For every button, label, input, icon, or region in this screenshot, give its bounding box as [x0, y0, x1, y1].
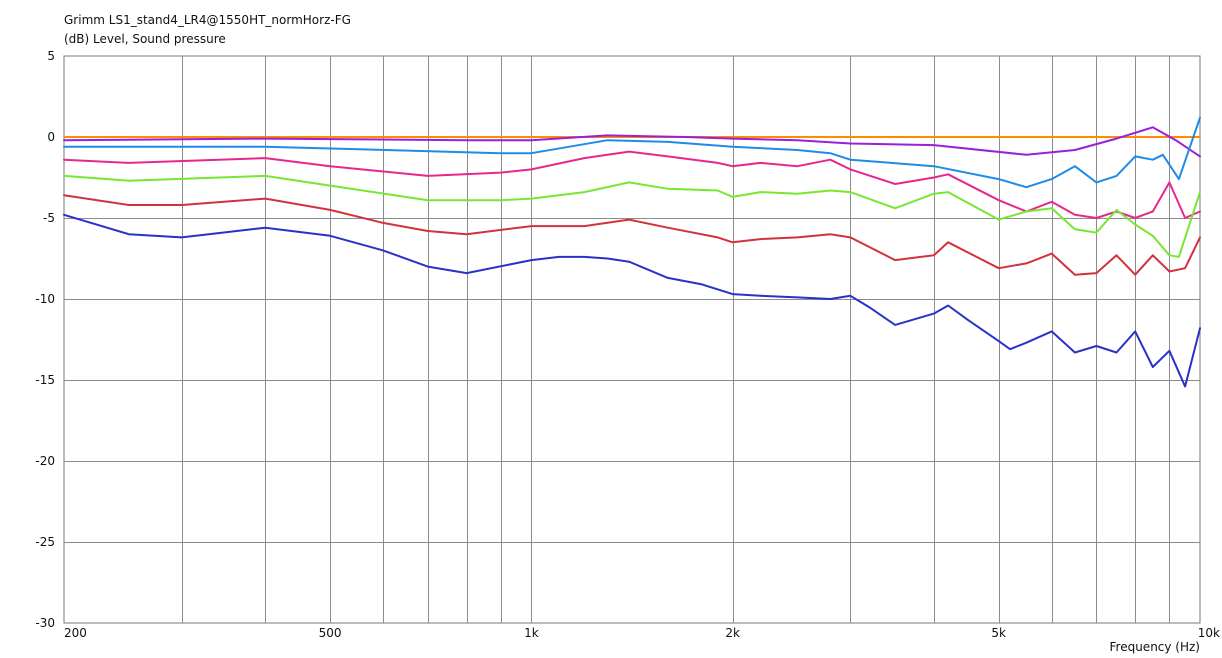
y-tick-label: -10 [35, 292, 55, 306]
y-tick-label: -20 [35, 454, 55, 468]
x-tick-label: 5k [991, 626, 1006, 640]
series-line-2 [63, 126, 1201, 158]
series-line-5 [63, 174, 1201, 258]
plot-area [63, 55, 1201, 624]
series-line-7 [63, 213, 1201, 388]
chart-title: Grimm LS1_stand4_LR4@1550HT_normHorz-FG [64, 13, 351, 27]
y-axis-label: (dB) Level, Sound pressure [64, 32, 226, 46]
tick-labels: 5 0 -5 -10 -15 -20 -25 -30 200 500 1k 2k 5k 10k [35, 49, 1220, 640]
x-tick-label: 1k [524, 626, 539, 640]
y-tick-label: 0 [47, 130, 55, 144]
x-tick-label: 2k [725, 626, 740, 640]
grid [64, 56, 1200, 623]
x-tick-label: 200 [64, 626, 87, 640]
y-tick-label: -30 [35, 616, 55, 630]
x-tick-label: 500 [319, 626, 342, 640]
x-tick-label: 10k [1198, 626, 1220, 640]
series-line-3 [63, 116, 1201, 189]
y-tick-label: -5 [43, 211, 55, 225]
x-axis-label: Frequency (Hz) [1110, 640, 1201, 654]
series-line-6 [63, 194, 1201, 276]
y-tick-label: -15 [35, 373, 55, 387]
series-group [63, 116, 1201, 388]
y-tick-label: 5 [47, 49, 55, 63]
y-tick-label: -25 [35, 535, 55, 549]
